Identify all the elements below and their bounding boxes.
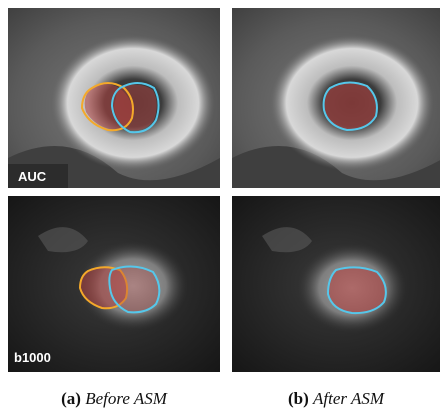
panel-auc-before: AUC <box>8 8 220 188</box>
caption-tag: (a) <box>61 389 81 408</box>
panel-auc-after <box>232 8 440 188</box>
caption-text: After ASM <box>312 389 385 408</box>
caption: (b) After ASM <box>288 389 385 408</box>
caption-tag: (b) <box>288 389 309 408</box>
panel-b1000-before: b1000 <box>8 196 220 372</box>
caption-text: Before ASM <box>85 389 168 408</box>
panel-b1000-after <box>232 196 440 372</box>
caption: (a) Before ASM <box>61 389 168 408</box>
row-label: AUC <box>18 169 47 184</box>
row-label: b1000 <box>14 350 51 365</box>
